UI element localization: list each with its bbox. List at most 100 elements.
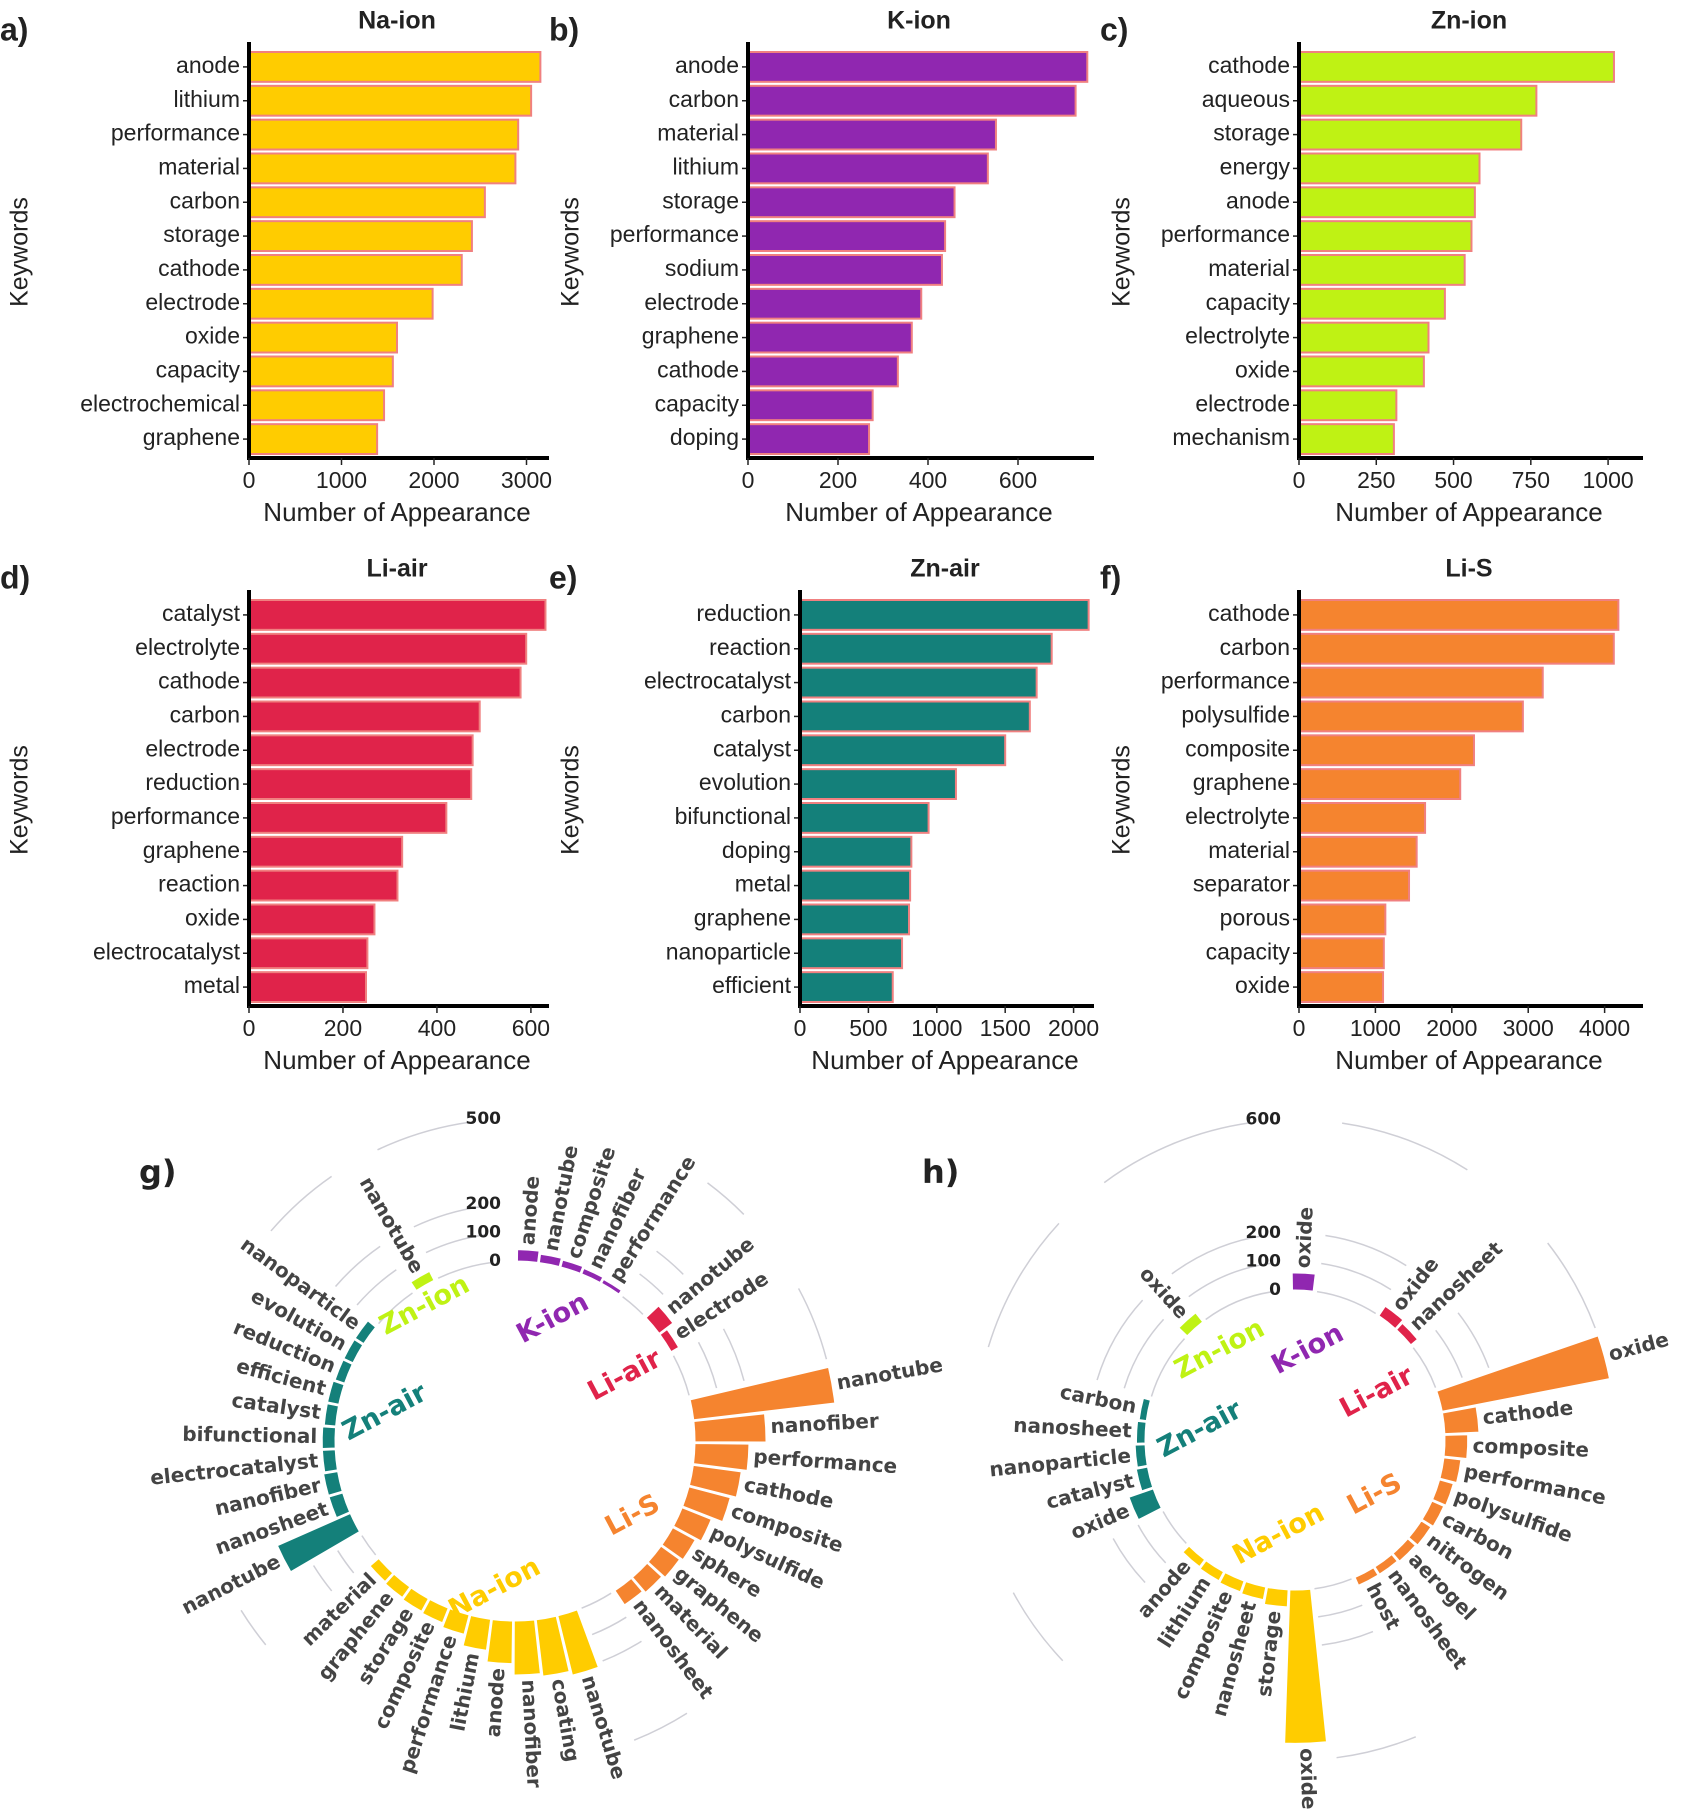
radial-gridline [1012, 1592, 1064, 1662]
y-tick-label: capacity [1206, 938, 1291, 964]
y-tick-label: nanoparticle [666, 938, 791, 964]
bar-oxide [248, 903, 376, 936]
bar-label: nanotube [577, 1672, 631, 1782]
bar-nanosheet [1240, 1581, 1267, 1601]
group-label: K-ion [511, 1286, 593, 1349]
bar-panel-li-air: d) Li-air Keywords catalyst electrolyte catho… [0, 555, 550, 1075]
bar-coating [535, 1615, 570, 1677]
bar-label: oxide [1295, 1748, 1321, 1810]
radial-gridline [240, 1609, 267, 1646]
bar-label: nanosheet [1013, 1413, 1133, 1443]
bar-electrolyte [1298, 321, 1430, 354]
group-label: Na-ion [1228, 1497, 1330, 1571]
radial-gridline [697, 1341, 718, 1389]
radial-tick-label: 200 [1246, 1223, 1282, 1243]
bar-oxide [248, 321, 398, 354]
bar-composite [560, 1259, 584, 1274]
panel-label: d) [0, 559, 30, 595]
bar-reduction [799, 599, 1090, 631]
y-tick-label: mechanism [1172, 424, 1290, 450]
y-tick-label: storage [163, 221, 240, 247]
bar-electrocatalyst [248, 937, 369, 970]
bar-capacity [1298, 287, 1446, 320]
y-axis-label: Keywords [6, 197, 34, 307]
bar-cathode [1441, 1406, 1480, 1435]
bar-capacity [747, 389, 874, 422]
bar-label: anode [481, 1667, 510, 1738]
bar-performance [1439, 1457, 1462, 1484]
bar-material [1298, 835, 1418, 868]
radial-gridline [1096, 1299, 1144, 1381]
radial-gridline [337, 1550, 355, 1574]
bar-evolution [343, 1339, 364, 1364]
bar-nanofiber [513, 1619, 541, 1676]
bar-bifunctional [321, 1426, 337, 1449]
radial-gridline [1435, 1329, 1463, 1378]
y-tick-label: bifunctional [675, 803, 791, 829]
bar-electrode [248, 287, 434, 320]
y-tick-label: performance [610, 221, 739, 247]
x-tick-label: 200 [819, 467, 857, 493]
bar-cathode [688, 1464, 742, 1498]
radial-gridline [622, 1296, 644, 1315]
bar-label: storage [1252, 1609, 1286, 1698]
bar-panel-zn-air: e) Zn-air Keywords reduction reaction electro… [549, 555, 1099, 1075]
bar-label: oxide [1291, 1206, 1318, 1269]
y-tick-label: electrolyte [135, 634, 240, 660]
bar-aqueous [1298, 84, 1538, 117]
bar-panel-zn-ion: c) Zn-ion Keywords cathode aqueous storage ene… [1100, 7, 1643, 527]
bar-performance [693, 1442, 750, 1471]
y-tick-label: graphene [143, 424, 240, 450]
bar-polysulfide [1432, 1479, 1454, 1506]
bar-label: oxide [1606, 1327, 1672, 1366]
x-axis-label: Number of Appearance [263, 497, 530, 527]
bar-nanotube [645, 1305, 674, 1334]
y-axis-label: Keywords [557, 745, 585, 855]
y-tick-label: capacity [156, 356, 241, 382]
radial-gridline [1547, 1242, 1596, 1329]
x-tick-label: 600 [512, 1015, 550, 1041]
bar-label: carbon [1058, 1379, 1139, 1418]
bar-polysulfide [672, 1507, 712, 1542]
y-tick-label: sodium [665, 255, 739, 281]
bar-cathode [1298, 599, 1620, 631]
bar-carbon [799, 700, 1031, 733]
bar-graphene [799, 903, 911, 936]
radial-gridline [1150, 1338, 1186, 1397]
y-tick-label: graphene [1193, 769, 1290, 795]
x-tick-label: 0 [742, 467, 755, 493]
radial-tick-label: 500 [466, 1109, 502, 1129]
y-tick-label: material [158, 153, 240, 179]
radial-gridline [672, 1355, 690, 1396]
y-tick-label: carbon [669, 86, 739, 112]
bar-separator [1298, 869, 1411, 902]
y-axis-label: Keywords [1108, 197, 1136, 307]
bar-catalyst [799, 734, 1007, 767]
x-tick-label: 3000 [501, 467, 552, 493]
x-axis-label: Number of Appearance [263, 1045, 530, 1075]
bar-efficient [799, 971, 894, 1004]
bar-metal [248, 971, 367, 1004]
panel-label: f) [1100, 559, 1121, 595]
panel-label: c) [1100, 11, 1128, 47]
x-axis-label: Number of Appearance [1335, 1045, 1602, 1075]
bar-material [747, 118, 997, 151]
bar-nitrogen [1408, 1520, 1432, 1546]
bar-material [631, 1562, 663, 1594]
x-tick-label: 0 [1293, 1015, 1306, 1041]
bar-lithium [462, 1614, 492, 1651]
bar-carbon [248, 186, 486, 219]
x-tick-label: 0 [1293, 467, 1306, 493]
x-tick-label: 2000 [1426, 1015, 1477, 1041]
bar-label: coating [547, 1677, 585, 1764]
y-tick-label: lithium [174, 86, 240, 112]
radial-gridline [377, 1121, 471, 1151]
radial-gridline [1341, 1122, 1468, 1171]
y-tick-label: oxide [1235, 356, 1290, 382]
radial-gridline [1318, 1604, 1363, 1618]
y-tick-label: porous [1220, 904, 1290, 930]
bar-catalyst [248, 599, 547, 631]
radial-gridline [334, 1245, 381, 1288]
bar-panel-k-ion: b) K-ion Keywords anode carbon material lithiu… [549, 7, 1094, 527]
bar-nanoparticle [1134, 1444, 1148, 1468]
